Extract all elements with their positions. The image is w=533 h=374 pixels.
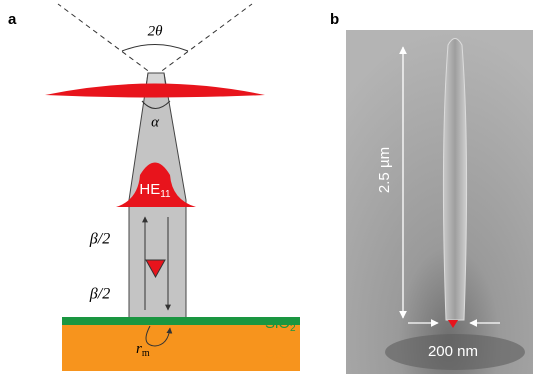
width-label: 200 nm bbox=[428, 343, 478, 360]
panel-label: a bbox=[8, 11, 17, 28]
alpha-label: α bbox=[151, 114, 160, 130]
height-label: 2.5 µm bbox=[376, 147, 393, 193]
layer-base: SiO bbox=[265, 315, 290, 332]
mode-base: HE bbox=[139, 181, 160, 198]
angle-arc bbox=[122, 45, 188, 52]
mode-sub: 11 bbox=[160, 189, 171, 200]
figure: a 2θ α HE11 β/2 β/2 SiO2 Au rm b 2.5 µm … bbox=[0, 0, 533, 374]
phase-label: β/2 bbox=[89, 286, 110, 303]
sem-wire bbox=[443, 39, 466, 321]
radius-sub: m bbox=[142, 348, 150, 359]
cone-line bbox=[58, 4, 155, 76]
layer-label: Au bbox=[265, 346, 283, 363]
layer-base: Au bbox=[265, 346, 283, 363]
phase-label: β/2 bbox=[89, 231, 110, 248]
layer-sub: 2 bbox=[290, 323, 296, 334]
cone-line bbox=[155, 4, 252, 76]
lens bbox=[45, 84, 265, 98]
angle-label: 2θ bbox=[148, 23, 164, 39]
sem-image bbox=[346, 30, 533, 374]
panel-label: b bbox=[330, 11, 339, 28]
